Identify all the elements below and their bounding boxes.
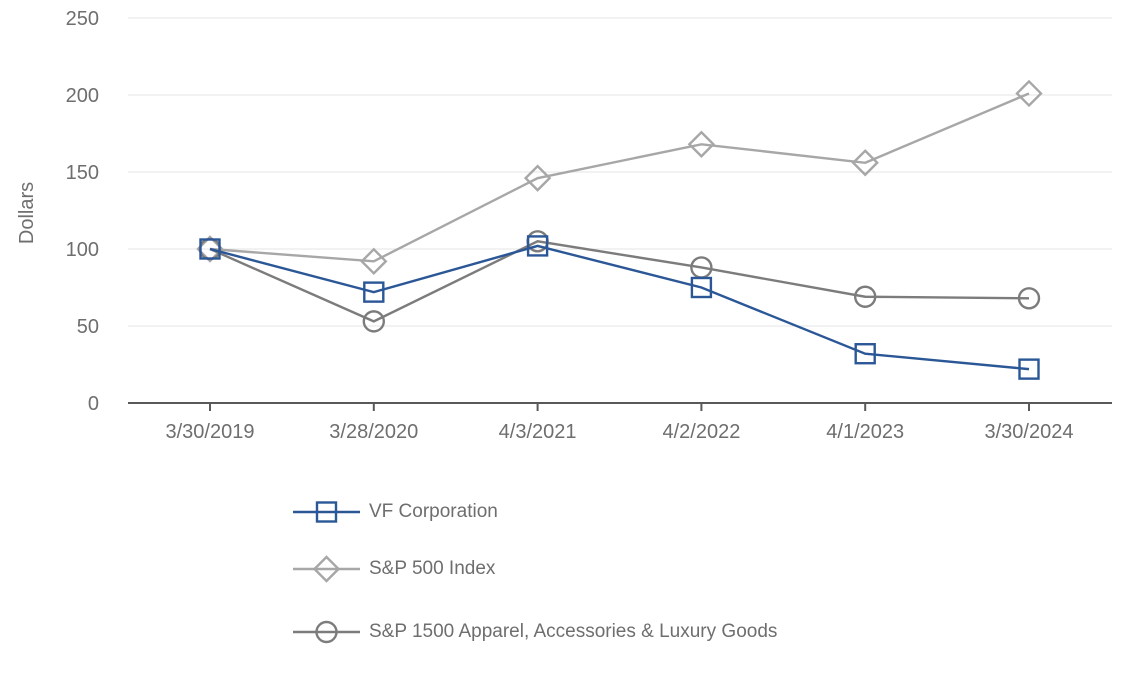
y-tick-label-50: 50 [77, 316, 99, 338]
y-tick-label-0: 0 [88, 393, 99, 415]
series-line-s-p-500-index [209, 92, 1030, 263]
legend-item-s-p-1500-apparel-accessories-luxury-goods: S&P 1500 Apparel, Accessories & Luxury G… [292, 619, 777, 645]
y-tick-label-150: 150 [66, 162, 99, 184]
gridlines [128, 17, 1112, 327]
y-tick-label-250: 250 [66, 8, 99, 30]
series-s-p-500-index [196, 79, 1043, 276]
legend-label: S&P 500 Index [369, 558, 496, 579]
x-axis [128, 402, 1112, 411]
series-line-vf-corporation [209, 244, 1030, 371]
legend-diamond-swatch [293, 555, 360, 583]
legend-label: S&P 1500 Apparel, Accessories & Luxury G… [369, 621, 778, 642]
diamond-marker-s-p-500-index-1 [360, 247, 388, 276]
square-marker-vf-corporation-5 [1018, 358, 1040, 380]
x-tick-label-3-30-2024: 3/30/2024 [985, 421, 1074, 443]
legend-item-s-p-500-index: S&P 500 Index [292, 555, 496, 583]
series-s-p-1500-apparel-accessories-luxury-goods [198, 230, 1041, 333]
x-tick-label-3-28-2020: 3/28/2020 [329, 421, 418, 443]
y-tick-label-100: 100 [66, 239, 99, 261]
square-marker-vf-corporation-0 [199, 238, 221, 260]
square-marker-vf-corporation-3 [690, 276, 713, 299]
y-tick-label-200: 200 [66, 85, 99, 107]
legend-label: VF Corporation [369, 501, 498, 522]
x-tick-label-4-3-2021: 4/3/2021 [499, 421, 577, 443]
square-marker-legend-vf-corporation [315, 501, 338, 523]
diamond-marker-legend-s-p-500-index [312, 555, 341, 583]
y-axis-title: Dollars [16, 182, 38, 244]
legend-circle-swatch [293, 620, 360, 644]
circle-marker-s-p-1500-apparel-accessories-luxury-goods-1 [362, 310, 385, 333]
circle-marker-legend-s-p-1500-apparel-accessories-luxury-goods [315, 620, 338, 644]
circle-marker-s-p-1500-apparel-accessories-luxury-goods-4 [854, 285, 877, 308]
diamond-marker-s-p-500-index-5 [1015, 79, 1043, 108]
series-line-s-p-1500-apparel-accessories-luxury-goods [209, 240, 1030, 323]
square-marker-vf-corporation-2 [526, 235, 549, 257]
x-tick-label-4-1-2023: 4/1/2023 [826, 421, 904, 443]
series-vf-corporation [199, 235, 1040, 380]
diamond-marker-s-p-500-index-4 [851, 149, 879, 177]
circle-marker-s-p-1500-apparel-accessories-luxury-goods-5 [1017, 287, 1041, 310]
diamond-marker-s-p-500-index-3 [687, 130, 716, 158]
square-marker-vf-corporation-1 [363, 281, 385, 303]
axis-tick-labels: 0 50 100 150 200 250 3/30/2019 3/28/2020 4/3/202… [66, 8, 1074, 443]
series-lines [196, 79, 1043, 380]
legend-item-vf-corporation: VF Corporation [292, 499, 498, 525]
x-tick-label-4-2-2022: 4/2/2022 [662, 421, 740, 443]
legend-square-swatch [293, 501, 360, 523]
line-chart-plot: 0 50 100 150 200 250 3/30/2019 3/28/2020 4/3/202… [16, 8, 1112, 443]
diamond-marker-s-p-500-index-2 [523, 164, 552, 192]
square-marker-vf-corporation-4 [854, 343, 876, 365]
x-tick-label-3-30-2019: 3/30/2019 [166, 421, 255, 443]
